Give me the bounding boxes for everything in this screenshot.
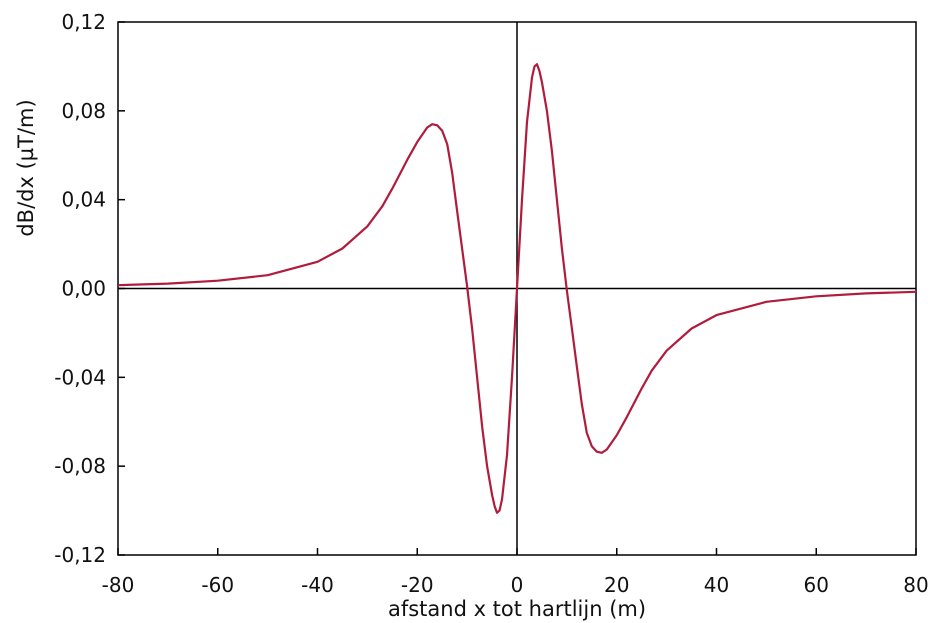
y-axis-title: dB/dx (µT/m): [14, 99, 38, 236]
tick-labels: -80 -60 -40 -20 0 20 40 60 80 0,12 0,08 0,04 0,00 -0,…: [54, 10, 928, 597]
y-tick-label: -0,04: [54, 365, 106, 389]
y-tick-label: 0,04: [61, 188, 106, 212]
x-tick-label: -40: [301, 573, 334, 597]
x-tick-label: 40: [704, 573, 729, 597]
y-tick-label: 0,00: [61, 277, 106, 301]
series-line: [117, 63, 917, 514]
y-tick-label: 0,08: [61, 99, 106, 123]
x-axis-title: afstand x tot hartlijn (m): [388, 597, 646, 621]
y-tick-label: -0,08: [54, 454, 106, 478]
x-tick-label: 20: [604, 573, 629, 597]
axis-ticks: [117, 21, 917, 556]
x-tick-label: -60: [201, 573, 234, 597]
x-tick-label: 60: [804, 573, 829, 597]
x-tick-label: -20: [401, 573, 434, 597]
x-tick-label: 0: [511, 573, 524, 597]
y-tick-label: -0,12: [54, 543, 106, 567]
x-tick-label: 80: [903, 573, 928, 597]
x-tick-label: -80: [102, 573, 135, 597]
y-tick-label: 0,12: [61, 10, 106, 34]
